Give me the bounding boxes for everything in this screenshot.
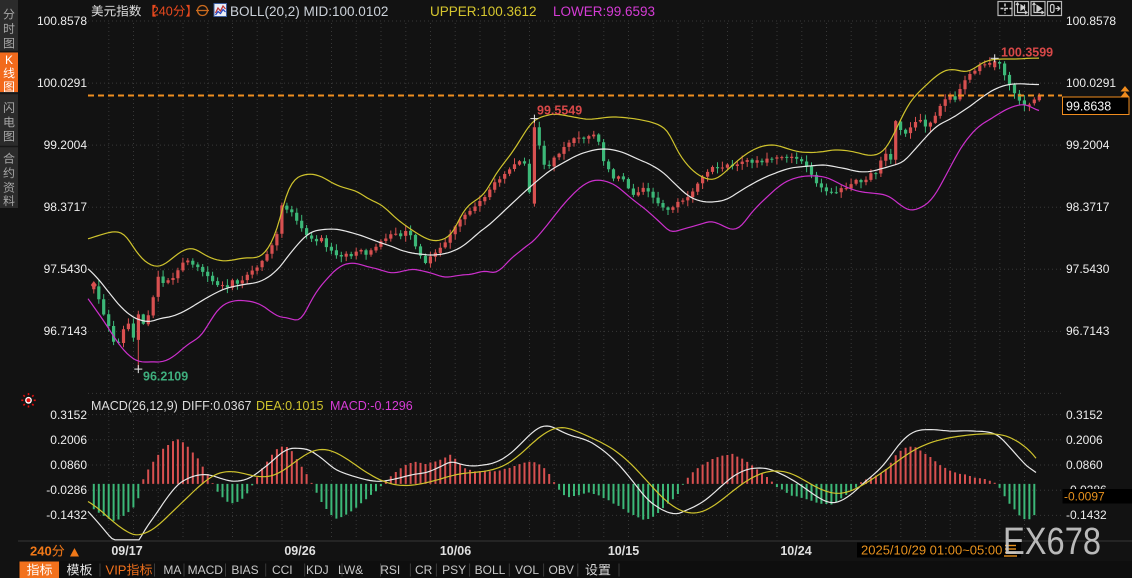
svg-text:10/06: 10/06 (440, 544, 471, 558)
svg-text:-0.1432: -0.1432 (46, 508, 87, 522)
svg-text:CCI: CCI (272, 563, 293, 577)
svg-text:KDJ: KDJ (306, 563, 329, 577)
svg-text:96.7143: 96.7143 (1066, 324, 1110, 338)
svg-text:0.3152: 0.3152 (50, 408, 87, 422)
svg-text:4: 4 (159, 5, 166, 19)
svg-text:0: 0 (45, 544, 52, 559)
svg-text:EX678: EX678 (1003, 521, 1101, 563)
svg-text:99.2004: 99.2004 (44, 138, 88, 152)
svg-text:OBV: OBV (549, 563, 574, 577)
svg-text:98.3717: 98.3717 (44, 200, 88, 214)
svg-text:4: 4 (37, 544, 45, 559)
svg-text:UPPER:100.3612: UPPER:100.3612 (430, 4, 537, 19)
svg-text:MACD: MACD (188, 563, 224, 577)
svg-text:09/17: 09/17 (111, 544, 142, 558)
svg-text:99.2004: 99.2004 (1066, 138, 1110, 152)
svg-text:100.8578: 100.8578 (37, 14, 87, 28)
svg-text:96.7143: 96.7143 (44, 324, 88, 338)
svg-text:0.0860: 0.0860 (1066, 458, 1103, 472)
svg-text:P: P (118, 563, 127, 578)
svg-text:10/15: 10/15 (608, 544, 639, 558)
svg-text:99.5549: 99.5549 (537, 104, 582, 118)
svg-text:BOLL(20,2) MID:100.0102: BOLL(20,2) MID:100.0102 (230, 4, 388, 19)
svg-text:MACD:-0.1296: MACD:-0.1296 (330, 399, 413, 413)
svg-text:MA: MA (163, 563, 181, 577)
svg-text:MACD(26,12,9): MACD(26,12,9) (91, 399, 178, 413)
svg-text:DIFF:0.0367: DIFF:0.0367 (182, 399, 252, 413)
svg-text:-0.0286: -0.0286 (46, 483, 87, 497)
svg-text:V: V (106, 563, 115, 578)
svg-text:2: 2 (152, 5, 159, 19)
svg-text:0: 0 (166, 5, 173, 19)
svg-text:96.2109: 96.2109 (143, 370, 188, 384)
svg-text:2: 2 (30, 544, 37, 559)
svg-text:0.2006: 0.2006 (1066, 433, 1103, 447)
svg-text:PSY: PSY (442, 563, 466, 577)
svg-text:97.5430: 97.5430 (1066, 262, 1110, 276)
svg-text:K: K (5, 53, 13, 67)
svg-text:BIAS: BIAS (231, 563, 258, 577)
svg-text:100.0291: 100.0291 (37, 76, 87, 90)
svg-text:DEA:0.1015: DEA:0.1015 (256, 399, 323, 413)
svg-text:BOLL: BOLL (475, 563, 506, 577)
svg-text:10/24: 10/24 (780, 544, 811, 558)
svg-text:98.3717: 98.3717 (1066, 200, 1110, 214)
svg-text:0.0860: 0.0860 (50, 458, 87, 472)
svg-text:0.2006: 0.2006 (50, 433, 87, 447)
svg-text:99.8638: 99.8638 (1066, 100, 1111, 114)
svg-text:-0.1432: -0.1432 (1066, 508, 1107, 522)
svg-text:100.3599: 100.3599 (1001, 46, 1053, 60)
svg-text:97.5430: 97.5430 (44, 262, 88, 276)
svg-text:0.3152: 0.3152 (1066, 408, 1103, 422)
svg-text:-0.0097: -0.0097 (1064, 490, 1105, 504)
svg-text:100.8578: 100.8578 (1066, 14, 1116, 28)
svg-text:VOL: VOL (515, 563, 539, 577)
svg-text:RSI: RSI (380, 563, 400, 577)
svg-text:CR: CR (415, 563, 433, 577)
svg-text:I: I (114, 563, 118, 578)
svg-text:LW&: LW& (338, 563, 363, 577)
svg-text:100.0291: 100.0291 (1066, 76, 1116, 90)
svg-text:LOWER:99.6593: LOWER:99.6593 (553, 4, 655, 19)
svg-text:09/26: 09/26 (284, 544, 315, 558)
svg-text:2025/10/29 01:00~05:00: 2025/10/29 01:00~05:00 (861, 543, 1002, 558)
